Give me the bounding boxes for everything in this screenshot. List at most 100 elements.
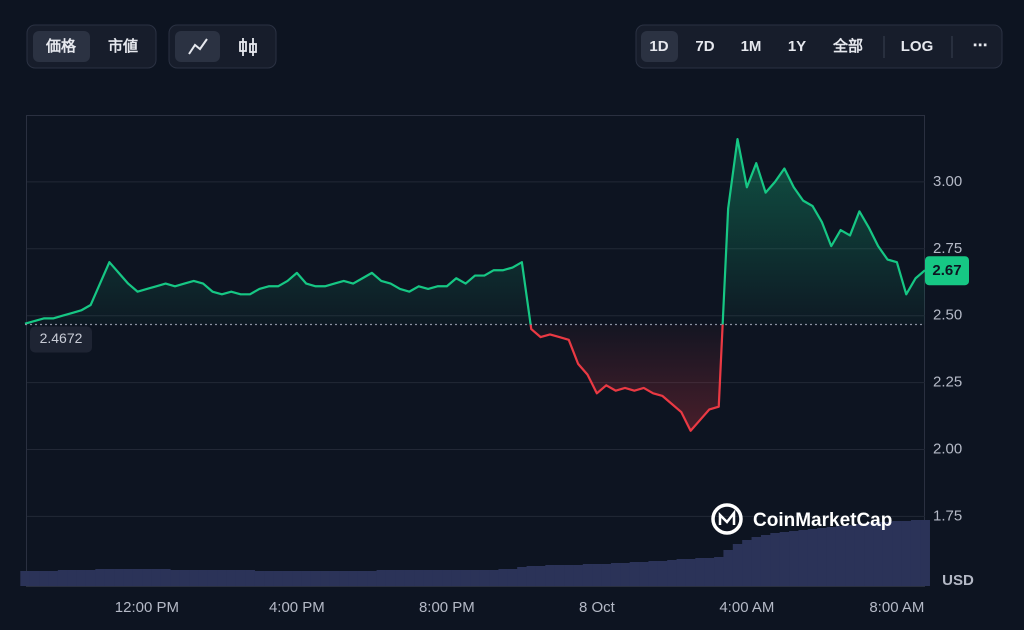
log-toggle[interactable]: LOG — [901, 38, 934, 55]
volume-bar — [226, 570, 237, 586]
volume-bar — [751, 537, 762, 586]
volume-bar — [160, 569, 171, 586]
x-tick-label: 8:00 AM — [869, 599, 924, 616]
volume-bar — [460, 570, 471, 586]
volume-bar — [742, 540, 752, 586]
volume-bar — [901, 521, 912, 586]
volume-bar — [526, 566, 537, 586]
range-tab[interactable]: 1Y — [788, 38, 806, 55]
volume-bar — [395, 570, 405, 586]
volume-bar — [132, 569, 143, 586]
x-tick-label: 12:00 PM — [115, 599, 179, 616]
volume-bar — [414, 570, 424, 586]
volume-bar — [254, 571, 265, 586]
volume-bar — [142, 569, 152, 586]
volume-bar — [235, 570, 246, 586]
range-tab[interactable]: 7D — [695, 38, 714, 55]
volume-bar — [367, 571, 377, 586]
range-tab[interactable]: 1M — [741, 38, 762, 55]
y-tick-label: 2.50 — [933, 307, 962, 324]
volume-bar — [432, 570, 443, 586]
volume-bar — [339, 571, 349, 586]
line-icon[interactable] — [188, 38, 208, 55]
volume-bar — [601, 564, 612, 586]
volume-bar — [535, 566, 546, 586]
volume-bar — [348, 571, 359, 586]
area-fill — [25, 139, 925, 431]
volume-bar — [807, 529, 818, 586]
watermark: CoinMarketCap — [711, 503, 892, 535]
volume-bar — [20, 571, 30, 586]
volume-bar — [676, 559, 687, 586]
volume-bar — [29, 571, 40, 586]
volume-bar — [423, 570, 434, 586]
tab-selected-bg — [33, 31, 90, 62]
volume-bar — [864, 523, 874, 586]
volume-bar — [920, 520, 930, 586]
range-selected-bg — [641, 31, 678, 62]
volume-bar — [442, 570, 452, 586]
range-tab[interactable]: 全部 — [832, 37, 863, 55]
volume-bar — [320, 571, 330, 586]
volume-bar — [610, 563, 621, 586]
baseline-tag-bg — [30, 326, 92, 353]
volume-bar — [789, 531, 799, 586]
volume-bar — [76, 570, 87, 586]
more-button[interactable]: ⋯ — [973, 37, 988, 54]
volume-bar — [104, 569, 115, 586]
volume-bar — [817, 528, 827, 586]
volume-bar — [545, 565, 555, 586]
y-tick-label: 2.25 — [933, 374, 962, 391]
volume-bar — [217, 570, 227, 586]
volume-bar — [376, 570, 387, 586]
range-tab[interactable]: 1D — [649, 38, 668, 55]
volume-bar — [704, 558, 715, 586]
volume-bar — [507, 569, 518, 586]
volume-bar — [264, 571, 274, 586]
volume-bar — [582, 564, 593, 586]
volume-bar — [170, 570, 180, 586]
price-line — [24, 137, 926, 432]
volume-bar — [835, 526, 846, 586]
x-tick-label: 4:00 AM — [719, 599, 774, 616]
volume-bar — [123, 569, 134, 586]
x-tick-label: 8:00 PM — [419, 599, 475, 616]
metric-tab[interactable]: 価格 — [45, 37, 77, 55]
volume-bar — [592, 564, 602, 586]
volume-bar — [779, 532, 790, 586]
volume-bar — [245, 570, 255, 586]
volume-bar — [385, 570, 396, 586]
volume-bar — [517, 567, 527, 586]
volume-bar — [826, 527, 837, 586]
volume-bar — [685, 559, 696, 586]
volume-bar — [554, 565, 565, 586]
volume-bar — [667, 560, 677, 586]
volume-bar — [882, 522, 893, 586]
metric-tab[interactable]: 市値 — [108, 37, 138, 55]
volume-bar — [198, 570, 209, 586]
volume-bar — [723, 550, 734, 586]
volume-bar — [451, 570, 462, 586]
volume-bar — [564, 565, 574, 586]
volume-bar — [770, 533, 780, 586]
volume-bar — [67, 570, 77, 586]
volume-bar — [714, 557, 724, 586]
candle-icon[interactable] — [239, 38, 257, 56]
price-tag-bg — [925, 256, 969, 286]
volume-bar — [282, 571, 293, 586]
volume-bar — [489, 570, 499, 586]
x-tick-label: 4:00 PM — [269, 599, 325, 616]
volume-bar — [648, 561, 659, 586]
volume-bar — [470, 570, 480, 586]
y-tick-label: 2.75 — [933, 240, 962, 257]
volume-bar — [657, 561, 668, 586]
volume-bar — [273, 571, 284, 586]
volume-bar — [57, 570, 68, 586]
volume-bar — [310, 571, 321, 586]
volume-bar — [620, 563, 630, 586]
volume-bar — [48, 571, 59, 586]
volume-bar — [179, 570, 190, 586]
y-tick-label: 3.00 — [933, 173, 962, 190]
volume-bar — [639, 562, 649, 586]
